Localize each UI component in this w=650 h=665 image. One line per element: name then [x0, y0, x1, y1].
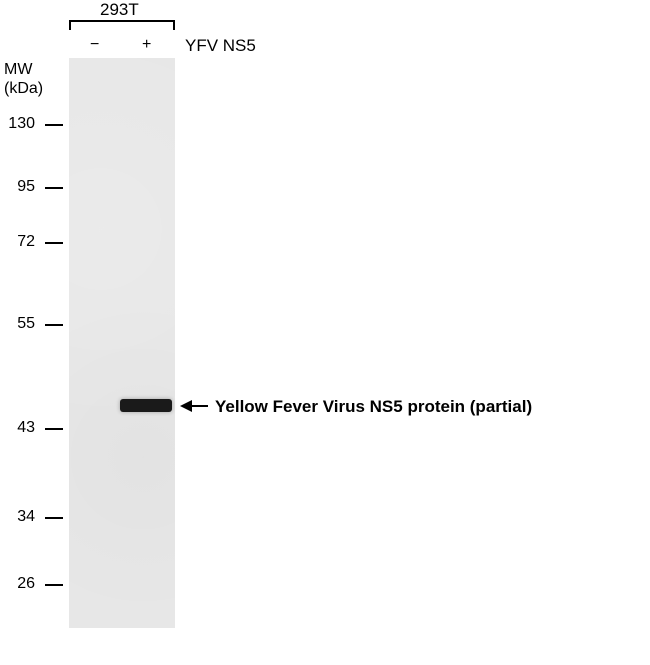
western-blot-figure: 293T − + YFV NS5 MW (kDa) 130 95 72 55 43 34 2…: [0, 0, 650, 665]
sample-label: 293T: [100, 0, 139, 20]
mw-marker-value: 72: [0, 233, 35, 251]
mw-marker-value: 130: [0, 115, 35, 133]
mw-marker-tick: [45, 517, 63, 519]
mw-marker-value: 26: [0, 575, 35, 593]
mw-marker-tick: [45, 187, 63, 189]
mw-marker-tick: [45, 242, 63, 244]
condition-label: YFV NS5: [185, 36, 256, 56]
mw-marker-value: 95: [0, 178, 35, 196]
mw-header-line2: (kDa): [4, 79, 43, 98]
lane-minus-label: −: [90, 36, 99, 54]
blot-membrane: [69, 58, 175, 628]
mw-marker-value: 34: [0, 508, 35, 526]
mw-marker-value: 55: [0, 315, 35, 333]
mw-marker-tick: [45, 124, 63, 126]
band-arrow-line: [190, 405, 208, 407]
mw-header: MW (kDa): [4, 60, 43, 98]
band-annotation: Yellow Fever Virus NS5 protein (partial): [215, 397, 532, 417]
mw-header-line1: MW: [4, 60, 43, 79]
sample-bracket: [69, 20, 175, 22]
mw-marker-tick: [45, 428, 63, 430]
mw-marker-value: 43: [0, 419, 35, 437]
lane-plus-label: +: [142, 36, 151, 54]
protein-band: [120, 399, 172, 412]
mw-marker-tick: [45, 324, 63, 326]
mw-marker-tick: [45, 584, 63, 586]
